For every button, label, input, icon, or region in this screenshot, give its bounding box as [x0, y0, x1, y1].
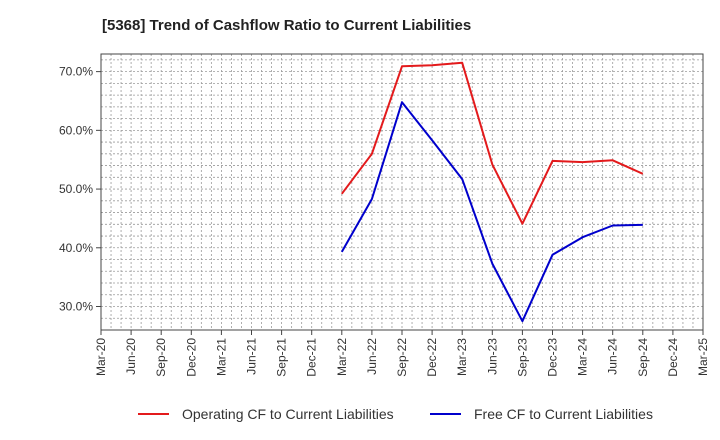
x-tick-label: Sep-21	[275, 338, 289, 377]
y-tick-label: 60.0%	[59, 123, 93, 137]
x-tick-label: Sep-23	[515, 338, 529, 377]
x-tick-label: Jun-20	[124, 338, 138, 375]
x-tick-label: Dec-21	[305, 338, 319, 377]
y-axis-ticks: 30.0% 40.0% 50.0% 60.0% 70.0%	[59, 65, 101, 314]
x-tick-label: Jun-24	[606, 338, 620, 375]
x-tick-label: Mar-20	[94, 338, 108, 376]
x-tick-label: Dec-22	[425, 338, 439, 377]
legend-label: Free CF to Current Liabilities	[474, 406, 653, 422]
x-tick-label: Mar-24	[576, 338, 590, 376]
x-tick-label: Mar-25	[696, 338, 710, 376]
x-tick-label: Dec-20	[184, 338, 198, 377]
legend-label: Operating CF to Current Liabilities	[182, 406, 394, 422]
chart-title: [5368] Trend of Cashflow Ratio to Curren…	[102, 17, 471, 34]
y-tick-label: 50.0%	[59, 182, 93, 196]
x-tick-label: Jun-21	[245, 338, 259, 375]
legend-item-1: Operating CF to Current Liabilities	[138, 406, 394, 422]
series-line-2	[340, 101, 643, 323]
x-tick-label: Mar-22	[335, 338, 349, 376]
grid	[100, 54, 704, 331]
y-tick-label: 30.0%	[59, 300, 93, 314]
y-tick-label: 70.0%	[59, 65, 93, 79]
y-tick-label: 40.0%	[59, 241, 93, 255]
x-tick-label: Jun-22	[365, 338, 379, 375]
x-tick-label: Jun-23	[485, 338, 499, 375]
legend: Operating CF to Current Liabilities Free …	[138, 406, 653, 422]
x-tick-label: Mar-23	[455, 338, 469, 376]
x-tick-label: Sep-22	[395, 338, 409, 377]
x-axis-ticks: Mar-20 Jun-20 Sep-20 Dec-20 Mar-21 Jun-21 Sep-…	[94, 330, 710, 377]
x-tick-label: Dec-24	[666, 338, 680, 377]
legend-item-2: Free CF to Current Liabilities	[430, 406, 653, 422]
x-tick-label: Mar-21	[214, 338, 228, 376]
x-tick-label: Sep-20	[154, 338, 168, 377]
series-lines	[340, 61, 644, 323]
x-tick-label: Dec-23	[546, 338, 560, 377]
x-tick-label: Sep-24	[636, 338, 650, 377]
